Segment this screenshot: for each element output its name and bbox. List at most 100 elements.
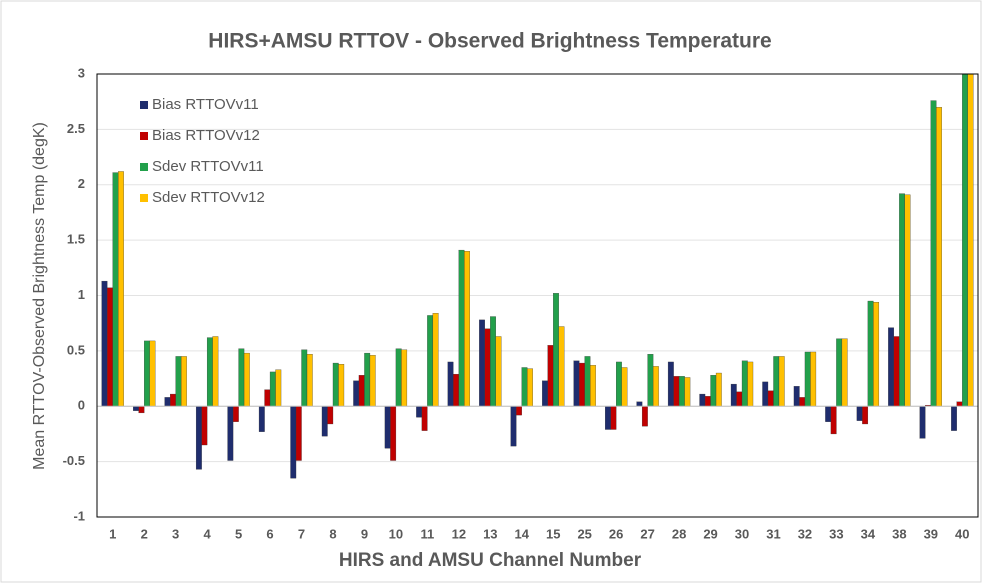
bar [264, 389, 271, 407]
bar [867, 300, 874, 407]
bar [741, 360, 748, 407]
bar [836, 338, 843, 407]
legend-label: Bias RTTOVv12 [152, 127, 260, 144]
bar [930, 100, 937, 407]
y-tick-label: 2 [78, 176, 85, 191]
x-tick-label: 33 [829, 526, 843, 541]
x-tick-label: 7 [298, 526, 305, 541]
bar [432, 313, 439, 407]
bar [962, 74, 968, 407]
bar [704, 396, 711, 407]
chart-title: HIRS+AMSU RTTOV - Observed Brightness Te… [208, 30, 771, 53]
bar [773, 356, 780, 407]
bar [888, 327, 894, 407]
bar [730, 383, 737, 407]
legend-swatch [140, 101, 148, 109]
x-tick-label: 39 [924, 526, 938, 541]
bar [553, 293, 559, 407]
x-tick-label: 8 [329, 526, 336, 541]
bar [616, 361, 622, 407]
x-tick-label: 40 [955, 526, 969, 541]
bar [610, 406, 617, 430]
x-tick-label: 25 [577, 526, 591, 541]
bar [395, 348, 402, 407]
bar [353, 380, 360, 407]
x-tick-label: 14 [515, 526, 530, 541]
y-axis-label: Mean RTTOV-Observed Brightness Temp (deg… [31, 122, 48, 470]
bar [579, 362, 585, 407]
bar [133, 406, 139, 411]
bar [427, 315, 434, 407]
y-tick-label: -0.5 [63, 453, 85, 468]
x-tick-label: 11 [421, 526, 435, 541]
bar [778, 356, 785, 407]
x-tick-label: 30 [735, 526, 749, 541]
bar [527, 368, 533, 407]
x-tick-label: 32 [798, 526, 812, 541]
y-tick-label: 0 [78, 398, 85, 413]
bar [810, 351, 817, 407]
plot-bars [101, 74, 974, 479]
legend-swatch [140, 132, 148, 140]
bar [138, 406, 145, 414]
bar [621, 367, 628, 407]
x-tick-label: 34 [861, 526, 876, 541]
x-tick-label: 15 [546, 526, 560, 541]
x-tick-label: 3 [172, 526, 179, 541]
bar [364, 352, 371, 407]
bar [762, 381, 769, 407]
bar [144, 340, 150, 407]
legend-swatch [140, 163, 148, 171]
bar [667, 361, 674, 407]
bar [101, 280, 108, 407]
bar [584, 356, 591, 407]
bar [590, 365, 596, 407]
bar [112, 172, 119, 407]
x-tick-label: 31 [766, 526, 780, 541]
bar [830, 406, 837, 435]
legend-swatch [140, 194, 148, 202]
x-tick-label: 26 [609, 526, 623, 541]
bar [547, 345, 554, 407]
bar [767, 390, 774, 407]
bar [290, 406, 297, 479]
bar [862, 406, 869, 425]
bar [295, 406, 302, 461]
bar [484, 328, 491, 407]
bar [390, 406, 397, 461]
bar [175, 356, 182, 407]
bar [793, 386, 800, 407]
bar [510, 406, 517, 447]
bar [238, 348, 245, 407]
bar [641, 406, 648, 427]
bar [521, 367, 528, 407]
bar [201, 406, 208, 446]
y-tick-label: 1.5 [67, 232, 85, 247]
bar [699, 393, 706, 407]
bar [673, 376, 680, 407]
bar [269, 371, 276, 407]
x-tick-label: 10 [389, 526, 403, 541]
bar [678, 376, 685, 407]
x-tick-label: 1 [109, 526, 116, 541]
y-tick-label: 1 [78, 287, 85, 302]
bar [647, 354, 654, 407]
bar [736, 391, 743, 407]
bar [306, 354, 313, 407]
bar [573, 360, 580, 407]
bar [384, 406, 391, 449]
bar [301, 349, 308, 407]
bar [899, 193, 905, 407]
bar [747, 361, 754, 407]
bar [951, 406, 957, 431]
bar [856, 406, 863, 421]
legend-label: Bias RTTOVv11 [152, 96, 259, 113]
bar [401, 349, 408, 407]
bar [495, 336, 502, 407]
bar [181, 356, 187, 407]
bar [841, 338, 848, 407]
x-tick-label: 38 [892, 526, 906, 541]
bar [516, 406, 522, 416]
